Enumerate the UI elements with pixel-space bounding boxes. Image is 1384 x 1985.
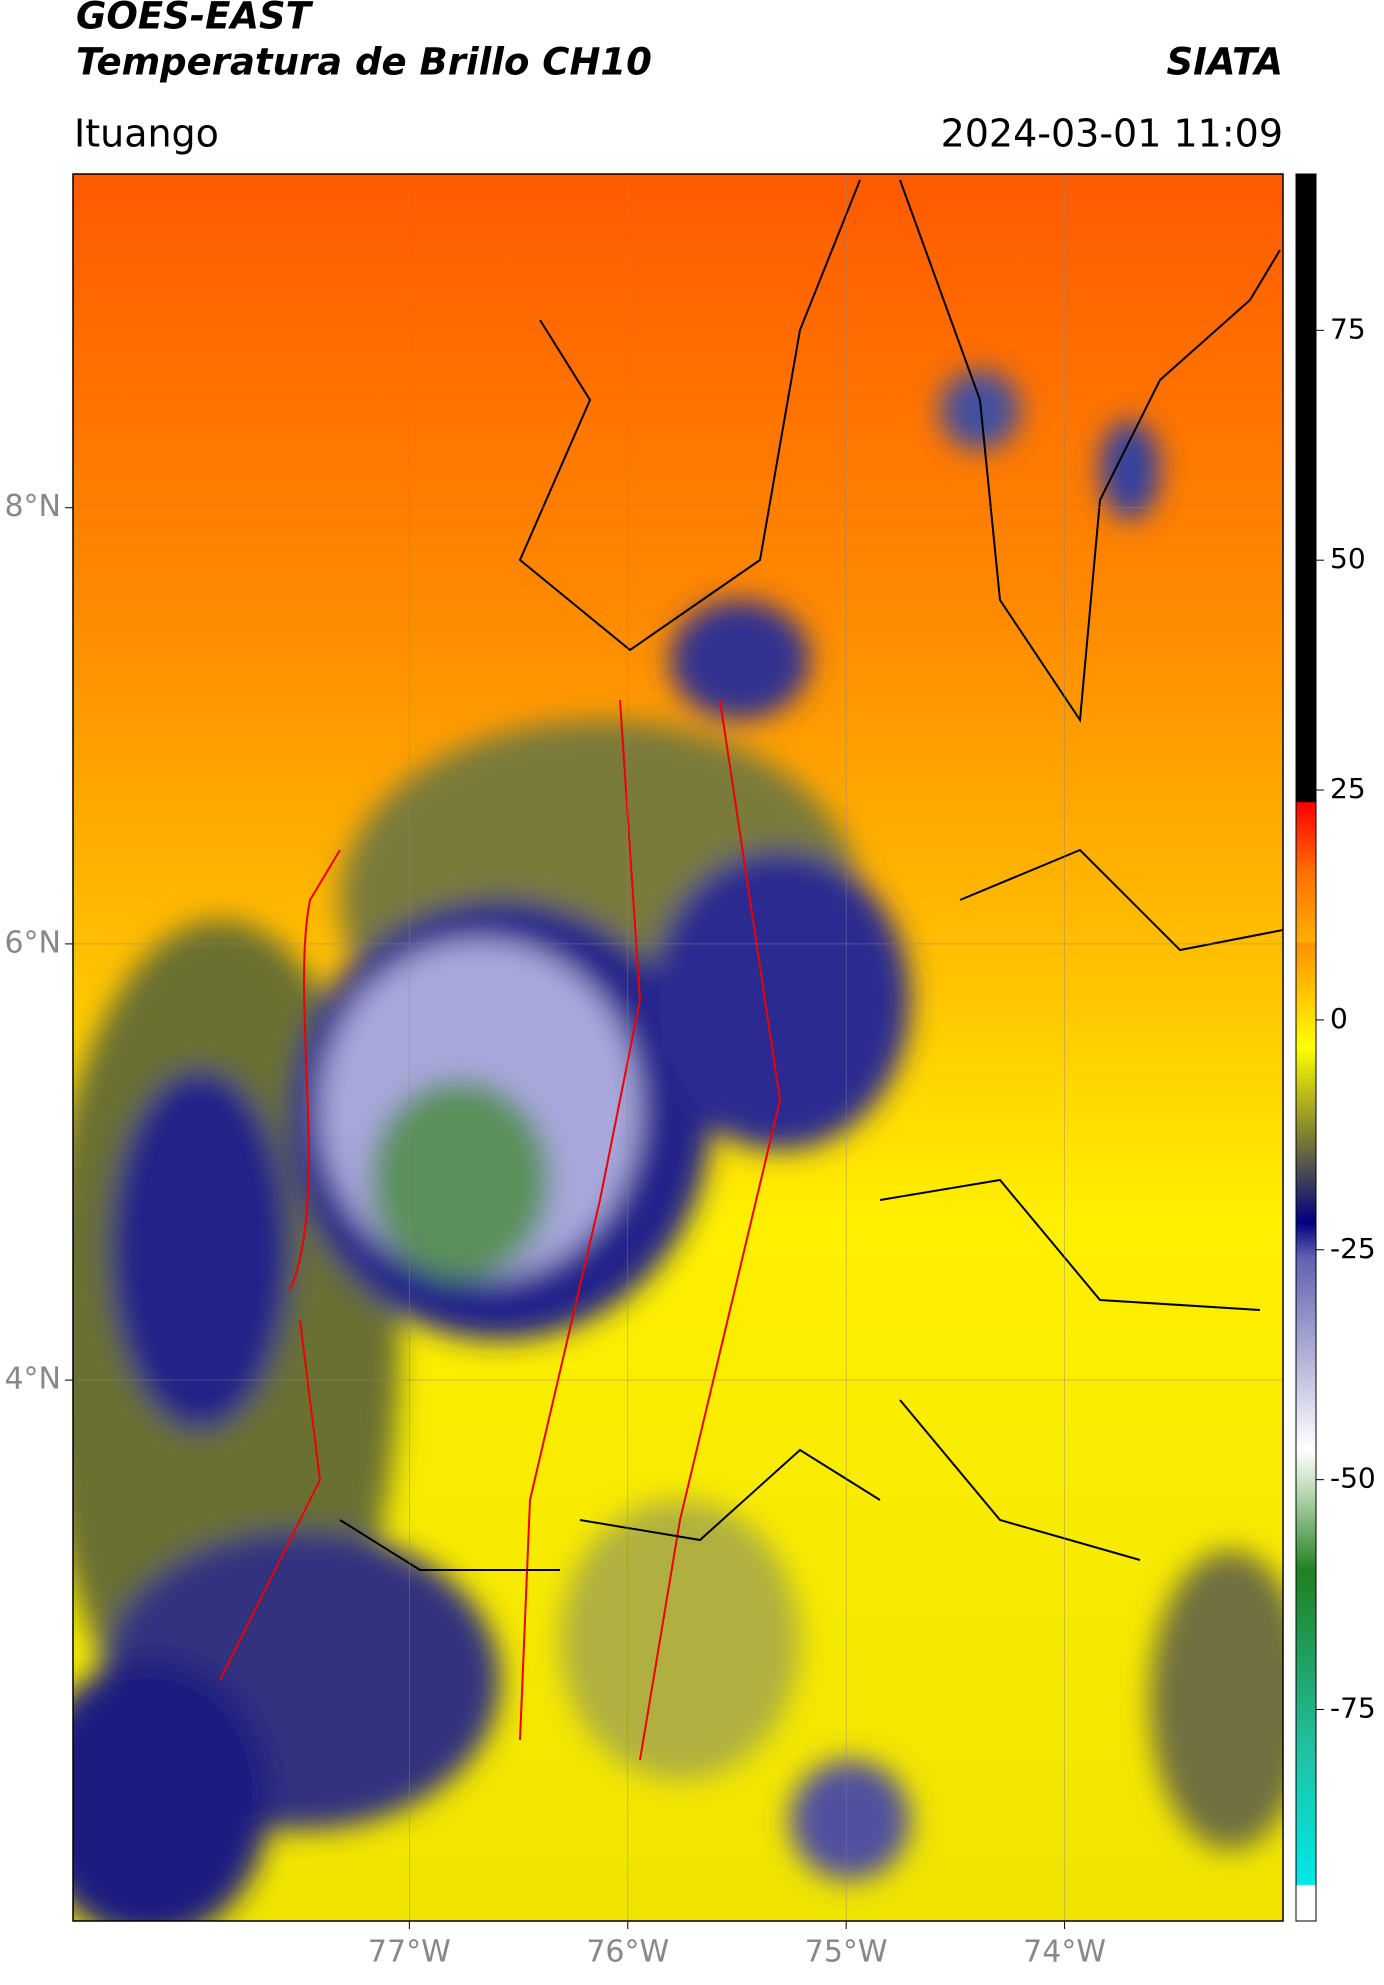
x-tick-label: 74°W [1023, 1935, 1106, 1970]
y-tick-label: 4°N [4, 1362, 61, 1397]
colorbar [1295, 173, 1317, 1922]
colorbar-tick-label: -50 [1330, 1462, 1376, 1495]
brand: SIATA [1166, 41, 1283, 84]
colorbar-tick-label: 50 [1330, 542, 1366, 575]
map-grid [73, 174, 1283, 1921]
title: GOES-EAST [76, 0, 314, 38]
location: Ituango [74, 112, 219, 156]
map-frame [72, 173, 1284, 1922]
colorbar-tick-label: 75 [1330, 312, 1366, 345]
map-image [73, 174, 1283, 1921]
subtitle: Temperatura de Brillo CH10 [76, 41, 652, 84]
colorbar-tick-label: 25 [1330, 772, 1366, 805]
colorbar-tick-label: -75 [1330, 1692, 1376, 1725]
colorbar-tick-label: -25 [1330, 1232, 1376, 1265]
x-tick-label: 77°W [368, 1935, 451, 1970]
x-tick-label: 75°W [805, 1935, 888, 1970]
y-tick-label: 6°N [4, 925, 61, 960]
x-tick-label: 76°W [586, 1935, 669, 1970]
y-tick-label: 8°N [4, 489, 61, 524]
datetime: 2024-03-01 11:09 [941, 112, 1283, 156]
colorbar-tick-label: 0 [1330, 1002, 1348, 1035]
